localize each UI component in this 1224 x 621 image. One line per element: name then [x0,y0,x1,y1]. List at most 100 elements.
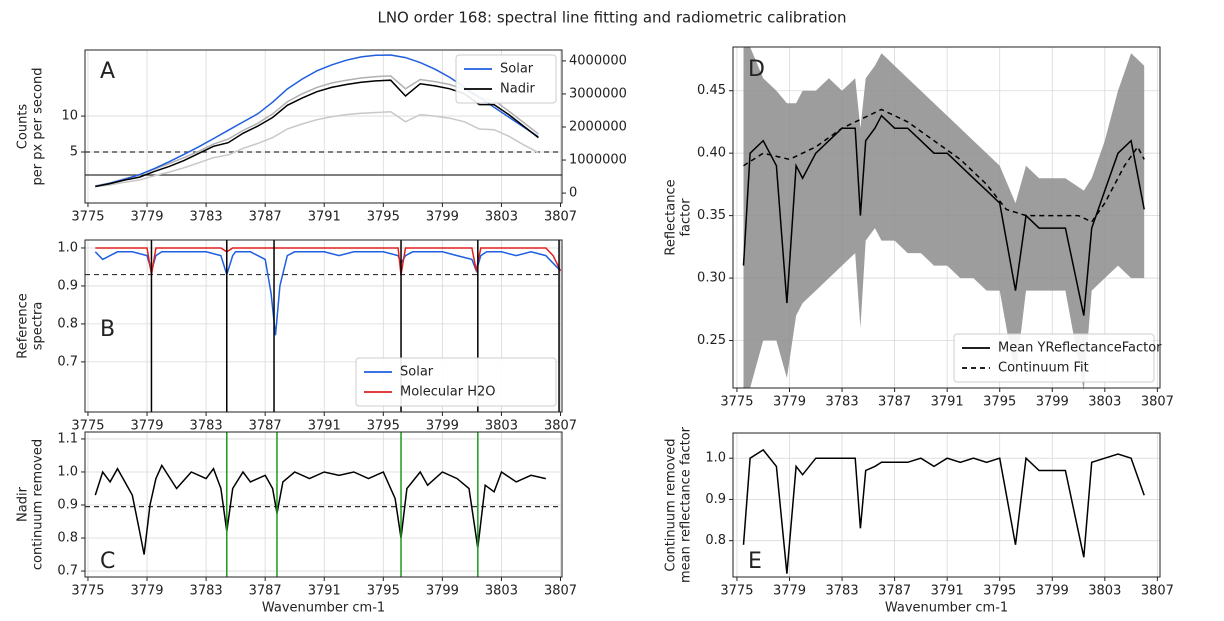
x-tick-label: 3795 [367,584,400,599]
plot-frame [732,432,1161,578]
y-axis-label: spectra [31,302,46,351]
series-line [742,114,1145,316]
y-axis-label: mean reflectance factor [679,426,694,583]
y-axis-label: Nadir [16,486,31,522]
y2-tick-label: 2000000 [569,119,627,134]
x-tick-label: 3799 [426,419,459,434]
y-tick-label: 0.30 [697,271,726,286]
y-tick-label: 0.9 [57,497,78,512]
panel-letter: A [100,59,115,84]
x-tick-label: 3807 [1141,584,1174,599]
x-tick-label: 3791 [308,584,341,599]
panel-letter: B [100,317,115,342]
y-tick-label: 0.25 [697,333,726,348]
y-tick-label: 10 [61,109,78,124]
y-tick-label: 5 [70,145,78,160]
y-tick-label: 0.8 [57,531,78,546]
legend-box [355,357,557,407]
x-tick-label: 3803 [485,210,518,225]
x-tick-label: 3775 [71,584,104,599]
x-tick-label: 3795 [367,419,400,434]
legend-label: Mean YReflectanceFactor [998,341,1162,356]
x-tick-label: 3775 [71,419,104,434]
y-axis-label: Continuum removed [664,438,679,571]
legend-label: Molecular H2O [400,385,496,400]
x-tick-label: 3791 [931,395,964,410]
y-tick-label: 0.8 [57,316,78,331]
x-tick-label: 3795 [983,395,1016,410]
x-tick-label: 3795 [983,584,1016,599]
y-tick-label: 1.0 [57,464,78,479]
y-tick-label: 0.35 [697,208,726,223]
y-axis-label: Reference [16,293,31,358]
y-tick-label: 1.0 [57,240,78,255]
x-tick-label: 3779 [130,584,163,599]
x-axis-label: Wavenumber cm-1 [262,601,385,616]
series-line [95,111,539,188]
y2-tick-label: 0 [569,186,577,201]
spread-band [743,47,1145,391]
x-tick-label: 3783 [190,210,223,225]
x-tick-label: 3775 [720,395,753,410]
x-tick-label: 3787 [249,210,282,225]
x-tick-label: 3779 [130,419,163,434]
y-tick-label: 1.0 [705,451,726,466]
x-tick-label: 3803 [1088,395,1121,410]
series-line [742,448,1145,574]
x-tick-label: 3783 [190,584,223,599]
y-axis-label: factor [679,198,694,237]
panel-letter: C [100,549,115,574]
x-tick-label: 3807 [544,584,577,599]
x-tick-label: 3799 [1036,584,1069,599]
y-tick-label: 0.7 [57,564,78,579]
x-tick-label: 3779 [773,584,806,599]
plot-frame [84,239,563,413]
y-axis-label: Reflectance [664,179,679,255]
y2-tick-label: 3000000 [569,86,627,101]
x-tick-label: 3775 [720,584,753,599]
series-line [743,108,1145,223]
x-axis-label: Wavenumber cm-1 [885,601,1008,616]
x-tick-label: 3807 [544,419,577,434]
x-tick-label: 3783 [826,395,859,410]
y2-tick-label: 4000000 [569,53,627,68]
figure-title: LNO order 168: spectral line fitting and… [377,9,846,27]
x-tick-label: 3799 [426,584,459,599]
x-tick-label: 3787 [878,584,911,599]
x-tick-label: 3787 [249,419,282,434]
y-axis-label: per px per second [31,68,46,186]
x-tick-label: 3779 [130,210,163,225]
legend-label: Solar [500,62,534,77]
y-tick-label: 0.9 [705,492,726,507]
x-tick-label: 3807 [544,210,577,225]
x-tick-label: 3799 [426,210,459,225]
x-tick-label: 3779 [773,395,806,410]
y-tick-label: 0.7 [57,354,78,369]
x-tick-label: 3791 [931,584,964,599]
x-tick-label: 3787 [878,395,911,410]
x-tick-label: 3803 [485,419,518,434]
y2-tick-label: 1000000 [569,153,627,168]
y-tick-label: 1.1 [57,431,78,446]
y-axis-label: continuum removed [31,439,46,570]
panel-letter: E [748,549,762,574]
y-tick-label: 0.45 [697,83,726,98]
plot-frame [732,46,1161,389]
x-tick-label: 3791 [308,210,341,225]
legend-box [953,333,1155,383]
x-tick-label: 3807 [1141,395,1174,410]
y-tick-label: 0.8 [705,533,726,548]
y-axis-label: Counts [16,104,31,150]
y-tick-label: 0.40 [697,146,726,161]
plot-frame [84,49,563,204]
x-tick-label: 3783 [826,584,859,599]
series-line [94,251,562,336]
series-line [94,463,546,555]
x-tick-label: 3795 [367,210,400,225]
x-tick-label: 3803 [485,584,518,599]
x-tick-label: 3791 [308,419,341,434]
x-tick-label: 3799 [1036,395,1069,410]
y-tick-label: 0.9 [57,278,78,293]
x-tick-label: 3783 [190,419,223,434]
panel-letter: D [748,57,765,82]
